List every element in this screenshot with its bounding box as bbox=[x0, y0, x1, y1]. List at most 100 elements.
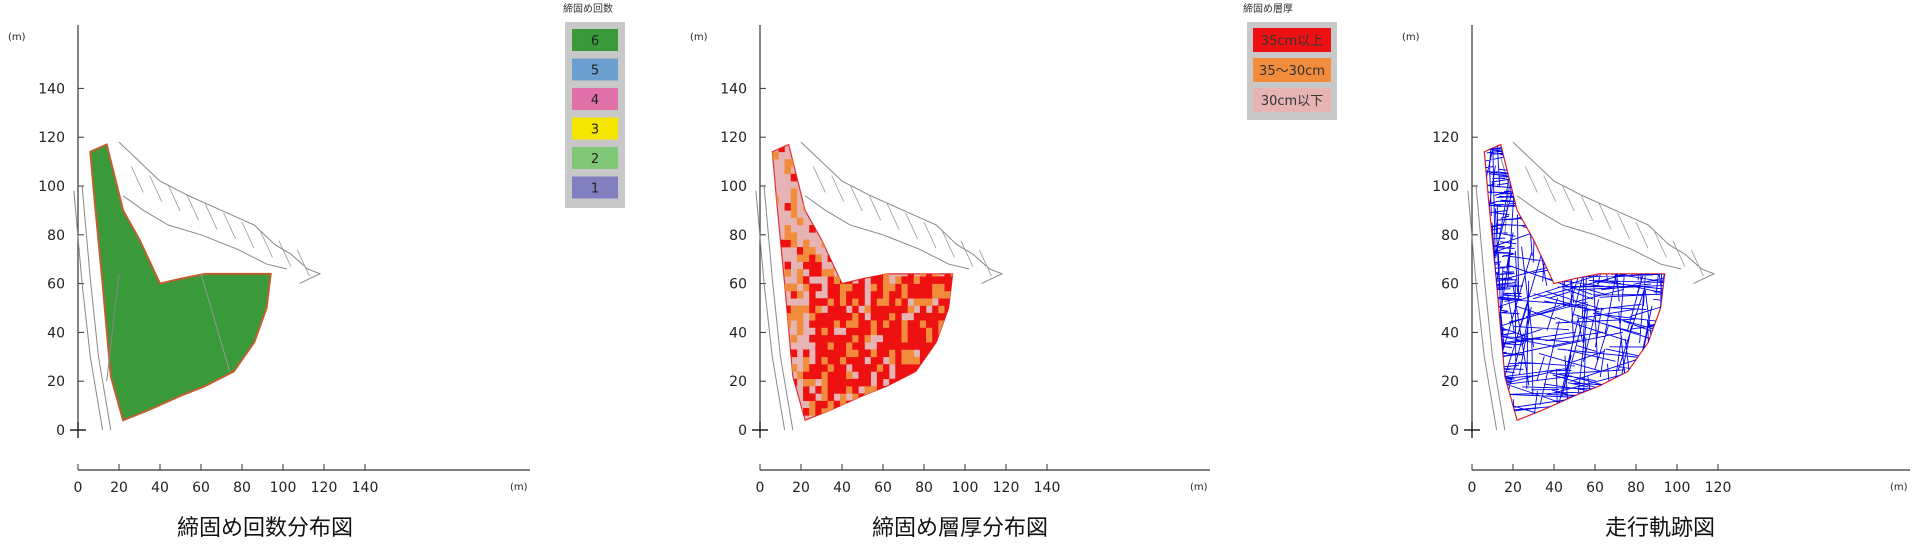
x-tick-label: 0 bbox=[1468, 480, 1477, 496]
y-unit-label: (m) bbox=[1402, 32, 1420, 43]
lot-line bbox=[1524, 166, 1538, 193]
y-tick-label: 0 bbox=[1450, 423, 1459, 439]
x-tick-label: 0 bbox=[756, 480, 765, 496]
chart-panel-3: 0 20 40 60 80 100 120 0 20 40 60 80 100 120 (m) (m) 走行軌跡… bbox=[1402, 25, 1910, 541]
x-tick-label: 80 bbox=[915, 480, 933, 496]
legend-swatch bbox=[1253, 88, 1331, 112]
chart-panel-1: 0 20 40 60 80 100 120 140 0 20 40 60 80 100 120 140 (m) (… bbox=[8, 2, 625, 541]
chart-title: 締固め回数分布図 bbox=[177, 516, 353, 541]
y-tick-label: 100 bbox=[1432, 179, 1459, 195]
legend-label: 35cm以上 bbox=[1261, 34, 1323, 49]
lot-line bbox=[978, 249, 992, 277]
lot-line bbox=[1543, 175, 1557, 202]
lot-line bbox=[812, 166, 826, 193]
x-tick-label: 60 bbox=[1586, 480, 1604, 496]
x-tick-label: 40 bbox=[151, 480, 169, 496]
x-tick-label: 40 bbox=[1545, 480, 1563, 496]
site-boundary-line bbox=[755, 190, 786, 431]
lot-line bbox=[1598, 203, 1612, 230]
site-boundary-line bbox=[1512, 141, 1716, 285]
legend-label: 5 bbox=[591, 64, 599, 79]
site-boundary-line bbox=[763, 185, 794, 431]
x-tick-label: 0 bbox=[74, 480, 83, 496]
y-tick-label: 60 bbox=[729, 277, 747, 293]
lot-line bbox=[923, 221, 937, 249]
site-boundary-line bbox=[118, 141, 322, 285]
lot-line bbox=[296, 249, 310, 277]
lot-line bbox=[260, 231, 273, 258]
y-tick-label: 100 bbox=[38, 179, 65, 195]
legend-swatch bbox=[572, 117, 618, 140]
x-tick-label: 140 bbox=[1034, 480, 1061, 496]
lot-line bbox=[1635, 221, 1649, 249]
y-unit-label: (m) bbox=[8, 32, 26, 43]
y-tick-label: 20 bbox=[1441, 374, 1459, 390]
x-tick-label: 100 bbox=[952, 480, 979, 496]
y-tick-label: 40 bbox=[47, 325, 65, 341]
legend-swatch bbox=[572, 58, 618, 81]
legend-label: 35～30cm bbox=[1259, 64, 1325, 79]
y-tick-label: 20 bbox=[729, 374, 747, 390]
lot-line bbox=[1561, 184, 1575, 212]
lot-line bbox=[223, 212, 236, 240]
legend-label: 30cm以下 bbox=[1261, 94, 1323, 109]
site-boundary-line bbox=[1475, 185, 1506, 431]
origin-cross bbox=[1464, 422, 1480, 438]
chart-title: 走行軌跡図 bbox=[1605, 516, 1715, 541]
site-boundary-line bbox=[122, 195, 288, 270]
y-tick-label: 120 bbox=[1432, 130, 1459, 146]
y-tick-label: 120 bbox=[720, 130, 747, 146]
lot-line bbox=[204, 203, 218, 230]
x-tick-label: 80 bbox=[233, 480, 251, 496]
x-tick-label: 120 bbox=[1705, 480, 1732, 496]
legend-label: 2 bbox=[591, 152, 599, 167]
lot-line bbox=[831, 175, 845, 202]
legend-label: 4 bbox=[591, 93, 599, 108]
y-tick-label: 60 bbox=[47, 277, 65, 293]
y-tick-label: 60 bbox=[1441, 277, 1459, 293]
legend-swatch bbox=[572, 176, 618, 199]
lot-line bbox=[278, 240, 292, 267]
chart-panel-2: 0 20 40 60 80 100 120 140 0 20 40 60 80 100 120 140 (m) (… bbox=[690, 2, 1337, 541]
y-tick-label: 20 bbox=[47, 374, 65, 390]
lot-line bbox=[149, 175, 163, 202]
legend-title: 締固め層厚 bbox=[1243, 2, 1293, 15]
y-tick-label: 140 bbox=[720, 81, 747, 97]
lot-line bbox=[1690, 249, 1704, 277]
y-tick-label: 100 bbox=[720, 179, 747, 195]
lot-line bbox=[1580, 194, 1594, 221]
lot-line bbox=[1654, 231, 1667, 258]
site-boundary-line bbox=[1500, 156, 1510, 235]
lot-line bbox=[1617, 212, 1630, 240]
x-tick-label: 120 bbox=[993, 480, 1020, 496]
x-unit-label: (m) bbox=[1890, 482, 1908, 493]
lot-line bbox=[868, 194, 882, 221]
lot-line bbox=[130, 166, 144, 193]
y-unit-label: (m) bbox=[690, 32, 708, 43]
legend-swatch bbox=[572, 29, 618, 51]
x-unit-label: (m) bbox=[1190, 482, 1208, 493]
y-tick-label: 80 bbox=[729, 228, 747, 244]
site-boundary-line bbox=[800, 141, 1004, 285]
legend-swatch bbox=[1253, 28, 1331, 52]
y-tick-label: 0 bbox=[56, 423, 65, 439]
x-tick-label: 20 bbox=[1504, 480, 1522, 496]
x-tick-label: 80 bbox=[1627, 480, 1645, 496]
x-tick-label: 20 bbox=[792, 480, 810, 496]
lot-line bbox=[241, 221, 255, 249]
lot-line bbox=[1672, 240, 1686, 267]
legend-label: 6 bbox=[591, 34, 599, 49]
x-tick-label: 140 bbox=[352, 480, 379, 496]
lot-line bbox=[886, 203, 900, 230]
y-tick-label: 0 bbox=[738, 423, 747, 439]
lot-line bbox=[167, 184, 181, 212]
y-tick-label: 40 bbox=[729, 325, 747, 341]
lot-line bbox=[186, 194, 200, 221]
trajectory-lines bbox=[1484, 144, 1665, 421]
origin-cross bbox=[70, 422, 86, 438]
legend-title: 締固め回数 bbox=[563, 2, 613, 15]
chart-title: 締固め層厚分布図 bbox=[872, 516, 1048, 541]
site-boundary-line bbox=[200, 273, 231, 372]
x-tick-label: 40 bbox=[833, 480, 851, 496]
